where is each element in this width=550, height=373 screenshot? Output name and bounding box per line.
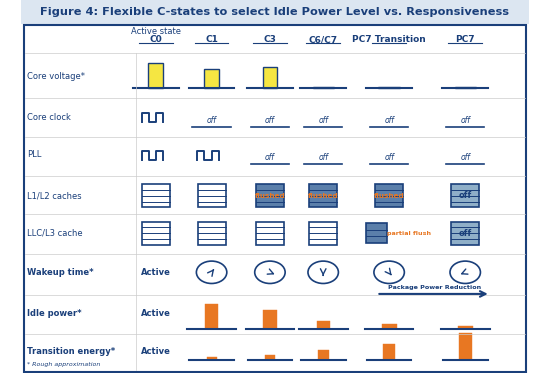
Text: off: off: [460, 153, 470, 162]
Bar: [317, 350, 329, 360]
Text: Active: Active: [141, 268, 170, 277]
Text: off: off: [459, 191, 472, 200]
Bar: [317, 321, 330, 329]
Text: PC7 Transition: PC7 Transition: [352, 35, 426, 44]
Text: Core clock: Core clock: [28, 113, 72, 122]
Bar: [382, 324, 397, 329]
Text: off: off: [207, 116, 217, 125]
Text: C1: C1: [205, 35, 218, 44]
Text: flushed: flushed: [374, 193, 404, 199]
Bar: [265, 355, 275, 360]
Text: off: off: [384, 153, 394, 162]
Bar: [142, 222, 170, 245]
Text: Transition energy*: Transition energy*: [28, 347, 115, 356]
Bar: [375, 184, 403, 207]
Bar: [21, 0, 529, 24]
Bar: [206, 357, 217, 360]
Bar: [366, 223, 387, 243]
Bar: [256, 184, 284, 207]
Bar: [378, 87, 400, 88]
Text: off: off: [318, 116, 328, 125]
Text: Figure 4: Flexible C-states to select Idle Power Level vs. Responsiveness: Figure 4: Flexible C-states to select Id…: [41, 7, 509, 17]
Bar: [309, 222, 337, 245]
Bar: [454, 87, 476, 88]
Text: off: off: [384, 116, 394, 125]
Bar: [263, 310, 277, 329]
Text: Core voltage*: Core voltage*: [28, 72, 85, 81]
Text: C0: C0: [150, 35, 162, 44]
Text: off: off: [265, 153, 275, 162]
Text: Active: Active: [141, 347, 170, 356]
Text: Active state: Active state: [131, 27, 181, 36]
Text: L1/L2 caches: L1/L2 caches: [28, 191, 82, 200]
Text: PC7: PC7: [455, 35, 475, 44]
Text: Wakeup time*: Wakeup time*: [28, 268, 94, 277]
Text: PLL: PLL: [28, 150, 42, 159]
Text: partial flush: partial flush: [387, 231, 431, 236]
Text: off: off: [265, 116, 275, 125]
Text: C6/C7: C6/C7: [309, 35, 338, 44]
Text: Idle power*: Idle power*: [28, 309, 82, 318]
Bar: [383, 344, 395, 360]
Text: C3: C3: [263, 35, 276, 44]
Bar: [312, 87, 334, 88]
Bar: [263, 67, 277, 88]
Bar: [458, 326, 473, 329]
Bar: [459, 333, 472, 360]
Text: off: off: [318, 153, 328, 162]
Bar: [451, 222, 479, 245]
Text: flushed: flushed: [308, 193, 339, 199]
Bar: [205, 304, 218, 329]
Bar: [309, 184, 337, 207]
Text: off: off: [460, 116, 470, 125]
Bar: [256, 222, 284, 245]
Bar: [204, 69, 219, 88]
Bar: [148, 63, 163, 88]
Text: Package Power Reduction: Package Power Reduction: [388, 285, 481, 290]
Bar: [197, 222, 225, 245]
Text: off: off: [459, 229, 472, 238]
Bar: [142, 184, 170, 207]
Text: * Rough approximation: * Rough approximation: [28, 362, 101, 367]
Bar: [451, 184, 479, 207]
Text: Active: Active: [141, 309, 170, 318]
Bar: [197, 184, 225, 207]
Text: flushed: flushed: [255, 193, 285, 199]
Text: LLC/L3 cache: LLC/L3 cache: [28, 229, 83, 238]
